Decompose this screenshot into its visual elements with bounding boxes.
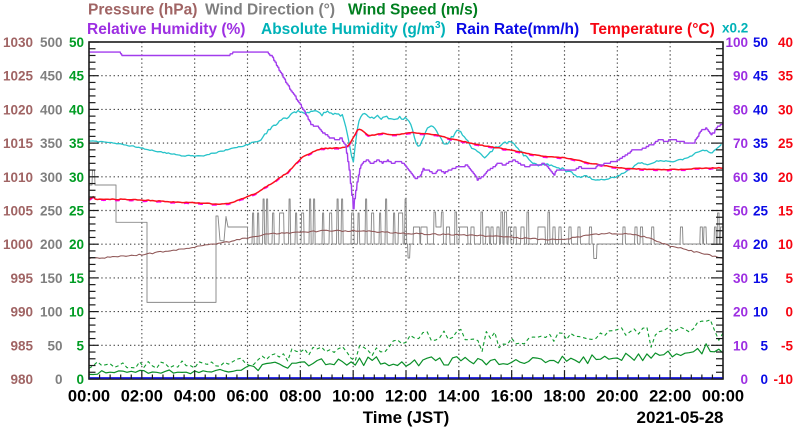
svg-text:20: 20 <box>733 305 748 320</box>
svg-text:15: 15 <box>69 271 85 286</box>
svg-text:-10: -10 <box>773 372 793 387</box>
svg-text:5: 5 <box>760 338 768 353</box>
svg-text:10: 10 <box>69 305 84 320</box>
svg-text:25: 25 <box>69 204 85 219</box>
svg-text:300: 300 <box>40 170 63 185</box>
svg-text:1020: 1020 <box>3 102 33 117</box>
svg-text:20: 20 <box>753 237 768 252</box>
svg-text:40: 40 <box>733 237 748 252</box>
svg-text:Wind Speed (m/s): Wind Speed (m/s) <box>348 2 478 19</box>
svg-text:35: 35 <box>69 136 85 151</box>
svg-text:985: 985 <box>10 338 33 353</box>
svg-text:5: 5 <box>76 338 84 353</box>
svg-text:00:00: 00:00 <box>68 388 110 406</box>
svg-text:2021-05-28: 2021-05-28 <box>637 408 724 427</box>
svg-text:995: 995 <box>10 271 33 286</box>
svg-text:250: 250 <box>40 204 63 219</box>
svg-text:60: 60 <box>733 170 748 185</box>
svg-text:30: 30 <box>753 170 768 185</box>
svg-text:980: 980 <box>10 372 33 387</box>
svg-text:10: 10 <box>733 338 748 353</box>
svg-text:1000: 1000 <box>3 237 33 252</box>
svg-text:40: 40 <box>69 102 84 117</box>
svg-text:04:00: 04:00 <box>174 388 216 406</box>
svg-text:90: 90 <box>733 69 748 84</box>
svg-text:150: 150 <box>40 271 63 286</box>
svg-text:Wind Direction (°): Wind Direction (°) <box>205 2 335 19</box>
svg-text:1030: 1030 <box>3 35 33 50</box>
svg-text:1010: 1010 <box>3 170 33 185</box>
svg-text:1015: 1015 <box>3 136 34 151</box>
svg-text:350: 350 <box>40 136 63 151</box>
svg-text:50: 50 <box>69 35 84 50</box>
svg-text:0: 0 <box>55 372 63 387</box>
svg-text:20: 20 <box>778 170 793 185</box>
svg-text:25: 25 <box>778 136 794 151</box>
svg-text:06:00: 06:00 <box>226 388 268 406</box>
svg-text:5: 5 <box>785 271 793 286</box>
svg-text:1005: 1005 <box>3 204 34 219</box>
svg-text:80: 80 <box>733 102 748 117</box>
svg-text:15: 15 <box>778 204 794 219</box>
svg-text:20: 20 <box>69 237 84 252</box>
svg-text:08:00: 08:00 <box>279 388 321 406</box>
svg-text:x0.2: x0.2 <box>722 21 748 36</box>
svg-text:-5: -5 <box>781 338 793 353</box>
svg-text:40: 40 <box>778 35 793 50</box>
svg-text:40: 40 <box>753 102 768 117</box>
svg-text:02:00: 02:00 <box>121 388 163 406</box>
svg-text:45: 45 <box>753 69 769 84</box>
svg-text:1025: 1025 <box>3 69 34 84</box>
svg-text:100: 100 <box>725 35 748 50</box>
svg-text:35: 35 <box>778 69 794 84</box>
svg-text:450: 450 <box>40 69 63 84</box>
svg-text:Temperature (°C): Temperature (°C) <box>590 21 715 38</box>
svg-text:50: 50 <box>733 204 748 219</box>
svg-text:00:00: 00:00 <box>702 388 744 406</box>
svg-text:Relative Humidity (%): Relative Humidity (%) <box>87 21 245 38</box>
svg-text:30: 30 <box>733 271 748 286</box>
svg-text:30: 30 <box>69 170 84 185</box>
svg-text:500: 500 <box>40 35 63 50</box>
svg-text:100: 100 <box>40 305 63 320</box>
svg-text:35: 35 <box>753 136 769 151</box>
svg-text:30: 30 <box>778 102 793 117</box>
svg-text:0: 0 <box>785 305 793 320</box>
svg-text:45: 45 <box>69 69 85 84</box>
svg-text:0: 0 <box>76 372 84 387</box>
svg-text:Time (JST): Time (JST) <box>363 408 450 427</box>
svg-text:Absolute Humidity (g/m3): Absolute Humidity (g/m3) <box>261 20 446 38</box>
svg-text:0: 0 <box>760 372 768 387</box>
svg-text:10:00: 10:00 <box>332 388 374 406</box>
svg-text:50: 50 <box>47 338 62 353</box>
svg-text:15: 15 <box>753 271 769 286</box>
svg-text:Pressure (hPa): Pressure (hPa) <box>88 2 197 19</box>
svg-text:25: 25 <box>753 204 769 219</box>
svg-text:22:00: 22:00 <box>649 388 691 406</box>
svg-text:70: 70 <box>733 136 748 151</box>
svg-text:18:00: 18:00 <box>543 388 585 406</box>
svg-text:400: 400 <box>40 102 63 117</box>
svg-text:200: 200 <box>40 237 63 252</box>
svg-text:16:00: 16:00 <box>491 388 533 406</box>
svg-text:10: 10 <box>753 305 768 320</box>
svg-text:0: 0 <box>740 372 748 387</box>
svg-text:12:00: 12:00 <box>385 388 427 406</box>
svg-text:Rain Rate(mm/h): Rain Rate(mm/h) <box>456 21 579 38</box>
svg-text:14:00: 14:00 <box>438 388 480 406</box>
svg-text:20:00: 20:00 <box>596 388 638 406</box>
svg-text:10: 10 <box>778 237 793 252</box>
svg-text:50: 50 <box>753 35 768 50</box>
svg-text:990: 990 <box>10 305 33 320</box>
